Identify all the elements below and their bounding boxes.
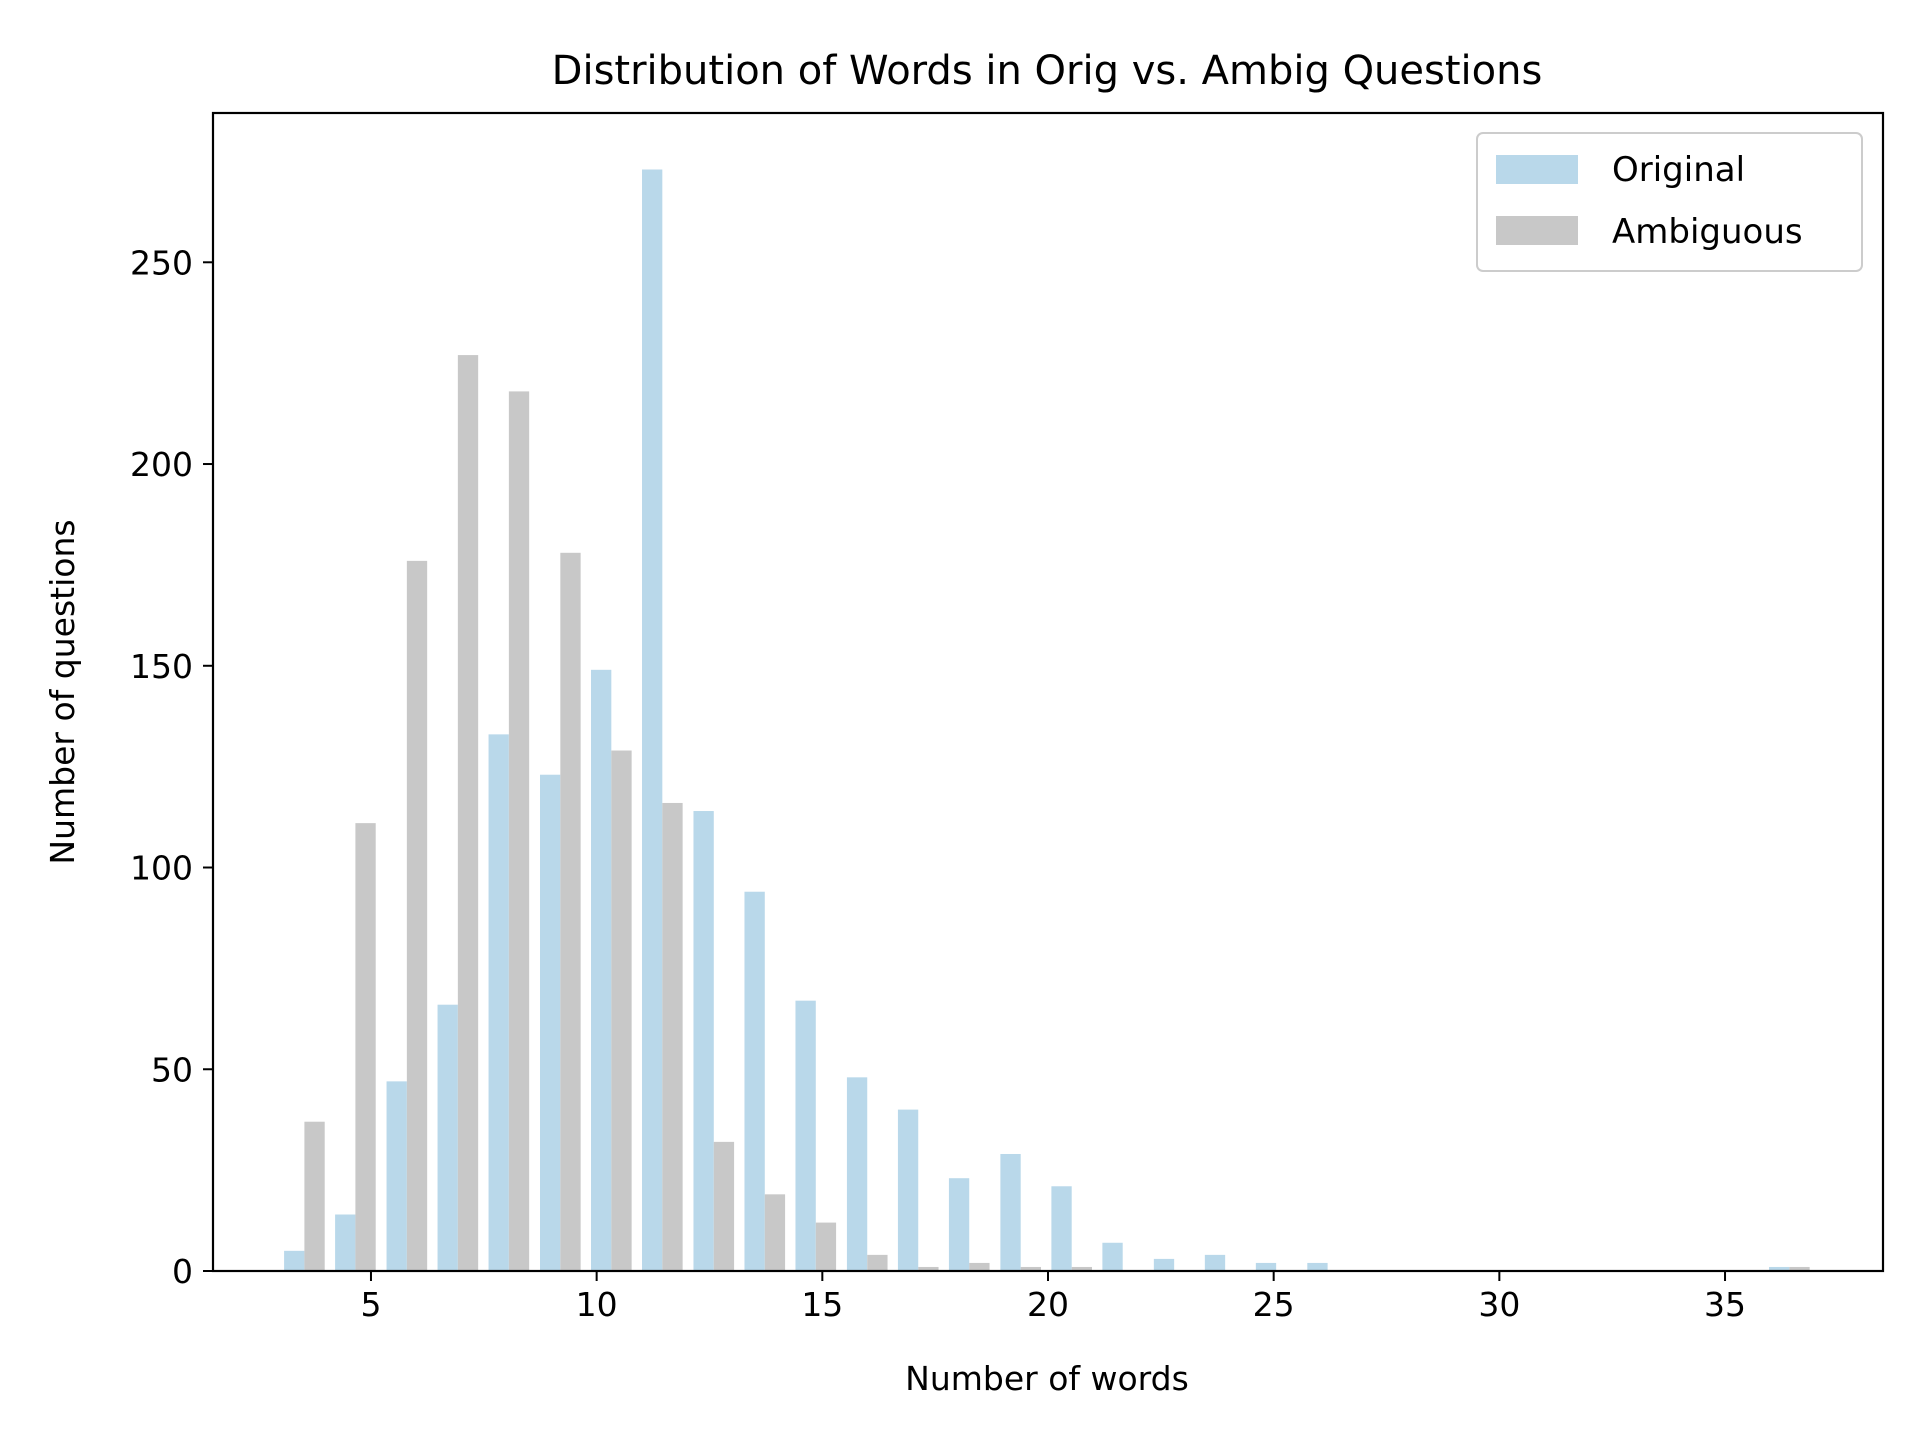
bar-original-1 <box>335 1214 356 1271</box>
bar-original-3 <box>437 1004 458 1271</box>
bar-ambiguous-1 <box>355 823 376 1271</box>
bar-original-7 <box>642 169 663 1272</box>
y-tick-label-200: 200 <box>130 445 193 484</box>
bar-ambiguous-16 <box>1789 1266 1810 1271</box>
bar-original-20 <box>1307 1262 1328 1271</box>
bar-original-14 <box>1000 1153 1021 1271</box>
bar-original-9 <box>744 891 765 1271</box>
bar-ambiguous-15 <box>1071 1266 1093 1271</box>
bar-ambiguous-14 <box>1020 1266 1042 1271</box>
bar-original-4 <box>488 734 509 1271</box>
bar-ambiguous-4 <box>508 391 530 1271</box>
bar-original-13 <box>948 1178 970 1271</box>
legend-label-ambiguous: Ambiguous <box>1612 212 1803 252</box>
bar-ambiguous-9 <box>764 1194 786 1271</box>
y-tick-label-150: 150 <box>130 647 193 686</box>
y-tick-label-0: 0 <box>172 1252 193 1291</box>
bar-original-6 <box>591 669 612 1271</box>
y-tick-label-50: 50 <box>151 1050 193 1089</box>
x-tick-label-25: 25 <box>1253 1285 1295 1324</box>
bar-ambiguous-13 <box>969 1262 990 1271</box>
bar-original-18 <box>1204 1254 1226 1271</box>
x-tick-label-35: 35 <box>1704 1285 1746 1324</box>
legend-swatch-original <box>1496 155 1578 184</box>
x-axis: 5 10 15 20 25 30 35 <box>360 1271 1746 1324</box>
bar-original-0 <box>284 1250 305 1271</box>
y-tick-label-100: 100 <box>130 849 193 888</box>
bar-ambiguous-5 <box>560 552 581 1271</box>
bar-ambiguous-11 <box>867 1254 888 1271</box>
y-axis: 0 50 100 150 200 250 <box>130 243 213 1291</box>
y-axis-title: Number of questions <box>43 519 82 864</box>
x-tick-label-10: 10 <box>576 1285 618 1324</box>
x-tick-label-15: 15 <box>801 1285 843 1324</box>
y-tick-label-250: 250 <box>130 243 193 282</box>
bar-original-2 <box>386 1081 407 1271</box>
bar-original-5 <box>540 774 561 1271</box>
bar-ambiguous-12 <box>918 1266 939 1271</box>
bar-original-16 <box>1102 1242 1123 1271</box>
bar-ambiguous-8 <box>713 1141 735 1271</box>
bar-original-8 <box>693 811 714 1271</box>
x-tick-label-5: 5 <box>360 1285 381 1324</box>
bar-original-11 <box>846 1077 868 1271</box>
bars-group <box>284 169 1810 1272</box>
legend-swatch-ambiguous <box>1496 216 1578 245</box>
bar-ambiguous-0 <box>304 1121 325 1271</box>
bar-original-21 <box>1769 1266 1790 1271</box>
bar-original-10 <box>795 1000 816 1271</box>
legend: Original Ambiguous <box>1476 132 1863 272</box>
x-tick-label-20: 20 <box>1027 1285 1069 1324</box>
bar-ambiguous-10 <box>815 1222 837 1271</box>
bar-ambiguous-7 <box>662 802 683 1271</box>
bar-original-12 <box>897 1109 919 1271</box>
bar-original-15 <box>1051 1186 1072 1271</box>
bar-original-17 <box>1153 1258 1175 1271</box>
bar-original-19 <box>1255 1262 1277 1271</box>
x-tick-label-30: 30 <box>1478 1285 1520 1324</box>
bar-ambiguous-6 <box>611 750 632 1271</box>
legend-label-original: Original <box>1612 150 1745 190</box>
bar-ambiguous-2 <box>406 560 428 1271</box>
x-axis-title: Number of words <box>905 1359 1189 1398</box>
chart-title: Distribution of Words in Orig vs. Ambig … <box>552 48 1543 94</box>
bar-ambiguous-3 <box>457 355 479 1272</box>
